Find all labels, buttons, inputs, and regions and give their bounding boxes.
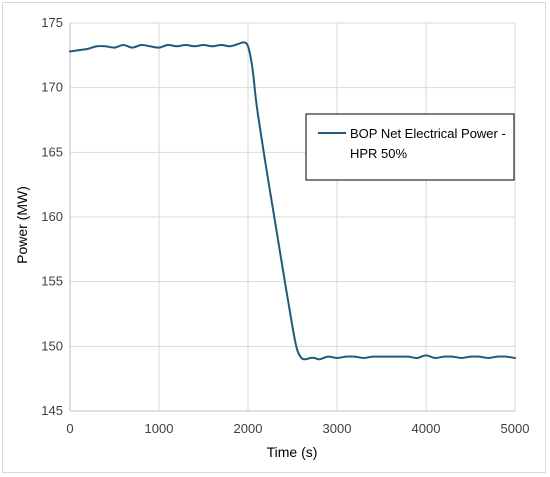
x-tick-label: 5000	[501, 421, 530, 436]
y-tick-label: 145	[41, 403, 63, 418]
legend-label: HPR 50%	[350, 146, 408, 161]
y-tick-label: 150	[41, 338, 63, 353]
x-tick-label: 1000	[145, 421, 174, 436]
x-tick-label: 0	[66, 421, 73, 436]
x-tick-label: 2000	[234, 421, 263, 436]
x-axis-title: Time (s)	[267, 444, 318, 460]
y-tick-label: 165	[41, 144, 63, 159]
y-tick-label: 170	[41, 80, 63, 95]
legend-label: BOP Net Electrical Power -	[350, 126, 506, 141]
y-tick-label: 175	[41, 15, 63, 30]
x-tick-label: 3000	[323, 421, 352, 436]
y-tick-label: 155	[41, 274, 63, 289]
y-tick-label: 160	[41, 209, 63, 224]
tick-labels: 145 150 155 160 165 170 175 0 1000 2000 3000 4000 50…	[41, 15, 529, 436]
series-line	[69, 41, 516, 361]
series-layer	[69, 41, 516, 361]
legend: BOP Net Electrical Power - HPR 50%	[305, 113, 515, 181]
y-axis-title: Power (MW)	[14, 186, 30, 264]
grid	[69, 22, 516, 412]
x-tick-label: 4000	[412, 421, 441, 436]
legend-box	[305, 113, 515, 181]
chart-frame	[2, 2, 546, 473]
